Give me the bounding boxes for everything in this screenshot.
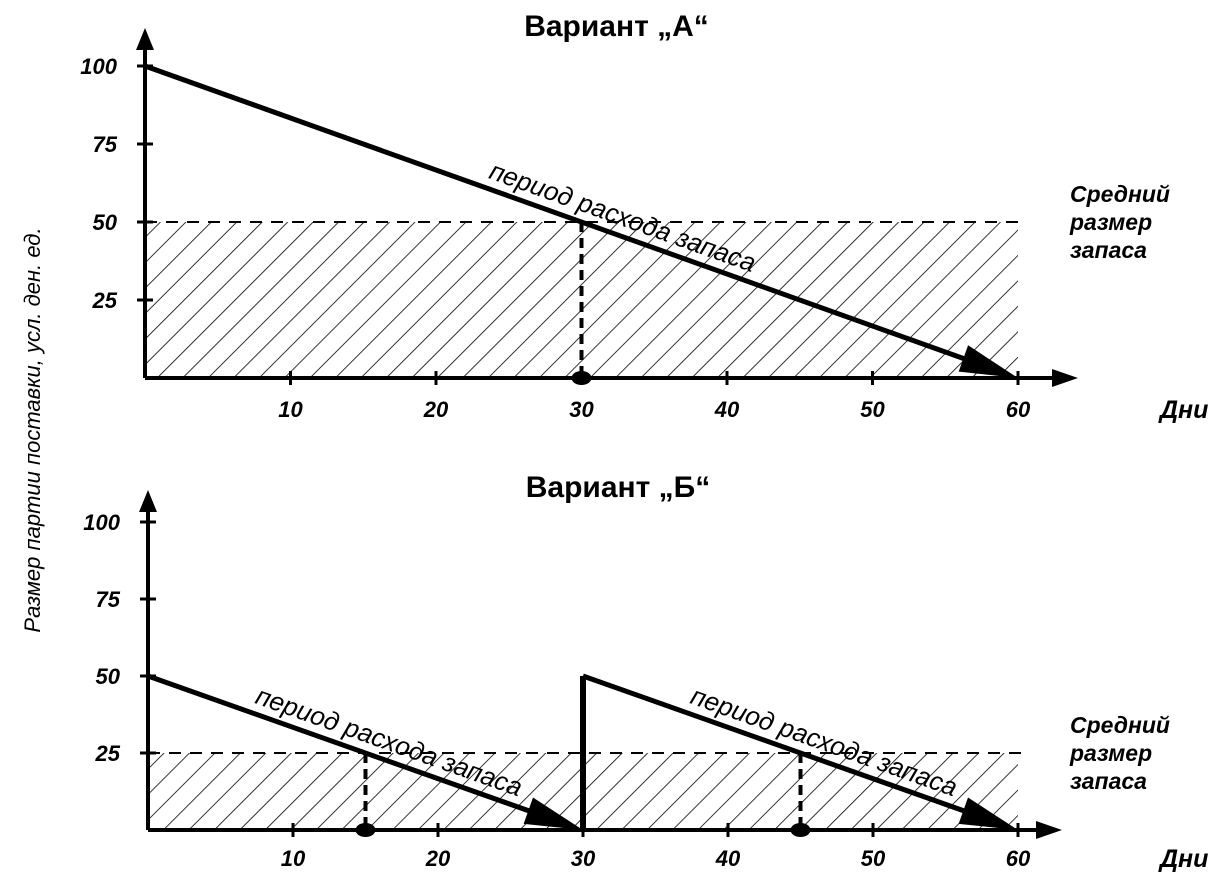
y-tick-label: 100 (80, 54, 117, 79)
x-tick-label: 30 (569, 397, 594, 422)
consumption-arrow (958, 345, 1018, 378)
chart-title: Вариант „Б“ (526, 471, 711, 504)
average-day-marker (571, 371, 592, 385)
y-axis-arrow (136, 28, 154, 50)
x-tick-label: 50 (860, 397, 885, 422)
average-label: Средний (1070, 181, 1170, 207)
x-tick-label: 20 (423, 397, 449, 422)
x-axis-arrow (1052, 369, 1078, 387)
y-tick-label: 50 (93, 210, 118, 235)
x-axis-unit: Дни (1158, 396, 1208, 424)
x-tick-label: 40 (715, 846, 741, 871)
consumption-arrow (958, 797, 1018, 830)
x-tick-label: 10 (281, 846, 306, 871)
x-tick-label: 20 (425, 846, 451, 871)
y-tick-label: 25 (92, 288, 118, 313)
average-label: размер (1069, 209, 1152, 235)
x-tick-label: 40 (714, 397, 740, 422)
y-tick-label: 25 (95, 741, 121, 766)
y-axis-label: Размер партии поставки, усл. ден. ед. (20, 227, 45, 632)
y-tick-label: 75 (93, 132, 118, 157)
x-axis-arrow (1036, 821, 1062, 839)
x-tick-label: 50 (861, 846, 886, 871)
average-label: запаса (1070, 237, 1147, 263)
average-day-marker (790, 823, 811, 837)
x-axis-unit: Дни (1158, 845, 1208, 873)
consumption-line (144, 63, 991, 371)
y-tick-label: 100 (83, 510, 120, 535)
average-label: Средний (1070, 712, 1170, 738)
consumption-line (582, 673, 991, 823)
average-day-marker (355, 823, 376, 837)
x-tick-label: 60 (1006, 397, 1031, 422)
x-tick-label: 60 (1006, 846, 1031, 871)
x-tick-label: 10 (278, 397, 303, 422)
average-label: запаса (1070, 768, 1147, 794)
x-tick-label: 30 (571, 846, 596, 871)
y-tick-label: 75 (96, 587, 121, 612)
average-label: размер (1069, 740, 1152, 766)
y-axis-arrow (139, 490, 157, 512)
consumption-line (147, 673, 556, 823)
y-tick-label: 50 (96, 664, 121, 689)
consumption-arrow (523, 797, 583, 830)
chart-title: Вариант „А“ (524, 10, 709, 43)
